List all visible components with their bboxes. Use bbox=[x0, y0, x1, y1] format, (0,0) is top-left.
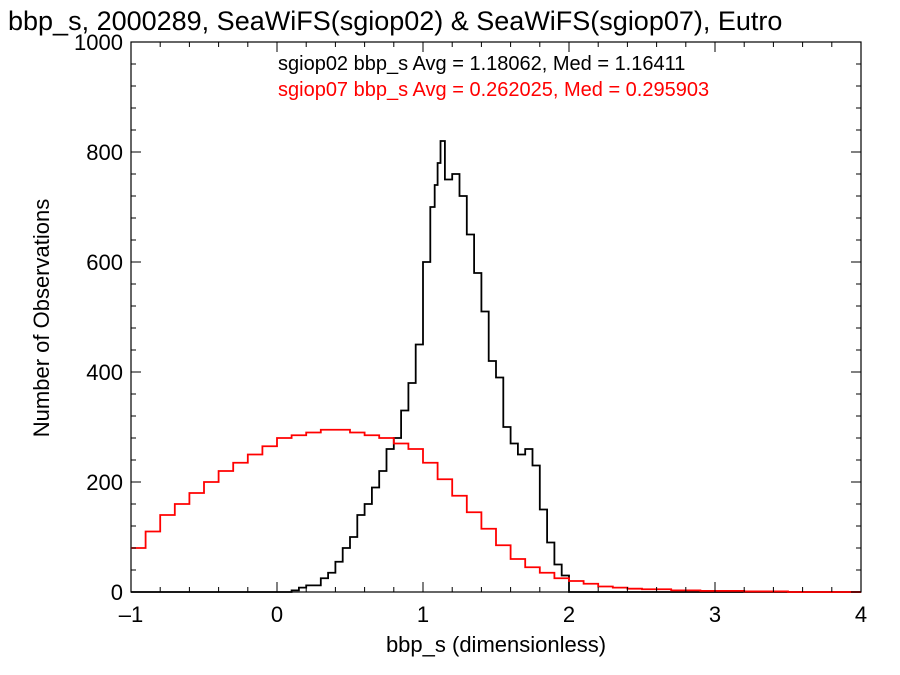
chart-title: bbp_s, 2000289, SeaWiFS(sgiop02) & SeaWi… bbox=[8, 6, 782, 36]
y-tick-label: 600 bbox=[86, 250, 123, 275]
y-tick-label: 200 bbox=[86, 470, 123, 495]
y-tick-label: 400 bbox=[86, 360, 123, 385]
y-tick-label: 0 bbox=[111, 580, 123, 605]
x-tick-label: –1 bbox=[119, 602, 143, 627]
x-tick-label: 2 bbox=[563, 602, 575, 627]
annotation-sgiop07: sgiop07 bbp_s Avg = 0.262025, Med = 0.29… bbox=[278, 79, 709, 101]
annotation-sgiop02: sgiop02 bbp_s Avg = 1.18062, Med = 1.164… bbox=[278, 53, 685, 75]
x-tick-label: 4 bbox=[855, 602, 867, 627]
series-line-2 bbox=[131, 428, 861, 593]
plot-border bbox=[130, 41, 862, 593]
x-tick-label: 0 bbox=[271, 602, 283, 627]
y-axis-label: Number of Observations bbox=[29, 199, 54, 437]
x-tick-label: 3 bbox=[709, 602, 721, 627]
plot-frame bbox=[130, 41, 862, 593]
series-line-1 bbox=[131, 140, 861, 593]
x-axis-label: bbp_s (dimensionless) bbox=[386, 632, 606, 657]
series-layer bbox=[131, 140, 861, 593]
x-tick-label: 1 bbox=[417, 602, 429, 627]
y-tick-label: 1000 bbox=[74, 30, 123, 55]
y-tick-label: 800 bbox=[86, 140, 123, 165]
